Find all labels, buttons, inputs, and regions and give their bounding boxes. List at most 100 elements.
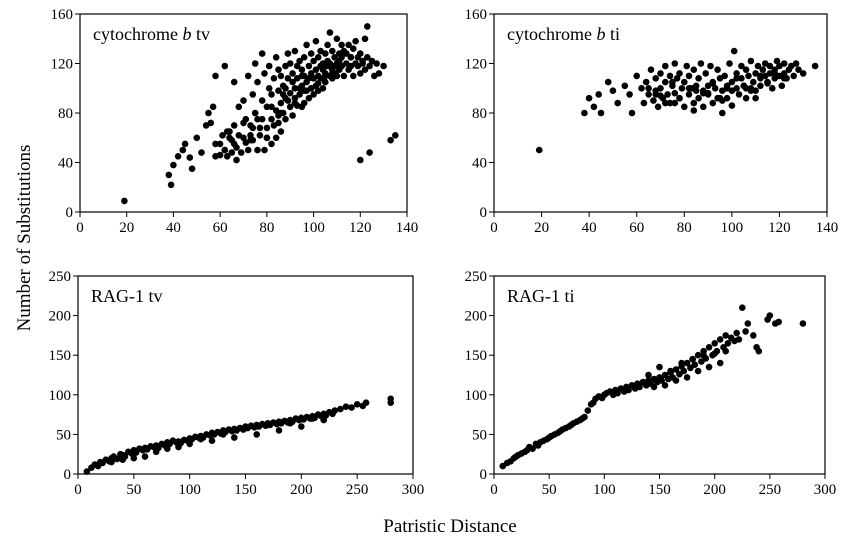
data-point <box>799 320 807 327</box>
data-point <box>212 72 219 80</box>
data-point <box>676 94 683 102</box>
data-point <box>347 54 355 61</box>
data-point <box>268 103 275 111</box>
data-point <box>614 389 621 397</box>
x-tick-label: 100 <box>302 220 325 236</box>
y-tick-label: 0 <box>64 467 72 483</box>
x-tick-label: 300 <box>402 482 425 498</box>
data-point <box>275 66 282 73</box>
data-point <box>298 103 306 111</box>
data-point <box>636 383 643 391</box>
data-point <box>722 347 729 355</box>
scatter-panel-3: 0 50 100 150 200 250 300 0 50 100 150 200 250 RAG-1 t… <box>49 269 425 498</box>
y-tick-label: 0 <box>480 467 488 483</box>
data-point <box>240 119 247 127</box>
data-point <box>676 70 683 77</box>
data-point <box>681 78 688 86</box>
data-point <box>284 75 292 82</box>
data-point <box>705 344 713 351</box>
data-point <box>633 72 640 80</box>
x-tick-label: 60 <box>213 220 228 236</box>
data-point <box>289 112 296 119</box>
data-point <box>744 320 752 327</box>
y-tick-label: 100 <box>49 388 72 404</box>
data-point <box>212 140 219 148</box>
data-point <box>291 47 299 55</box>
data-point <box>265 85 273 92</box>
data-point <box>256 124 264 132</box>
data-point <box>702 70 709 77</box>
data-point <box>254 115 261 123</box>
data-point <box>121 197 128 205</box>
data-point <box>714 66 721 73</box>
data-point <box>226 128 233 135</box>
data-point <box>247 136 254 144</box>
data-point <box>757 72 764 80</box>
data-point <box>657 70 664 77</box>
data-point <box>716 359 724 367</box>
data-point <box>711 340 718 347</box>
data-point <box>268 91 275 98</box>
x-tick-label: 100 <box>721 220 744 236</box>
data-point <box>657 92 664 99</box>
data-point <box>584 407 592 414</box>
data-point <box>529 445 536 453</box>
data-point <box>614 99 621 107</box>
data-point <box>742 85 750 92</box>
data-point <box>314 54 322 61</box>
data-point <box>307 50 315 57</box>
data-point <box>258 50 266 57</box>
y-tick-label: 100 <box>465 388 488 404</box>
data-point <box>672 377 680 384</box>
x-tick-label: 0 <box>76 220 84 236</box>
data-point <box>338 41 345 49</box>
data-point <box>253 431 260 438</box>
data-point <box>694 351 702 359</box>
data-point <box>198 149 205 156</box>
x-tick-label: 50 <box>542 482 557 498</box>
data-point <box>291 85 299 92</box>
data-point <box>671 99 679 107</box>
data-point <box>724 340 732 347</box>
y-tick-label: 0 <box>66 205 74 221</box>
data-point <box>752 87 759 94</box>
data-point <box>221 62 229 70</box>
data-point <box>645 85 652 92</box>
data-point <box>205 109 212 117</box>
data-point <box>642 78 650 86</box>
y-tick-label: 150 <box>465 348 488 364</box>
data-point <box>628 109 636 117</box>
data-point <box>733 329 740 337</box>
data-point <box>683 359 691 367</box>
data-point <box>722 332 729 339</box>
data-point <box>392 132 399 139</box>
data-point <box>320 416 328 424</box>
data-point <box>261 70 268 77</box>
data-point <box>244 72 252 80</box>
data-point <box>361 66 369 73</box>
data-point <box>590 103 598 111</box>
data-point <box>735 336 743 343</box>
data-point <box>719 109 726 117</box>
data-point <box>366 149 373 156</box>
data-point <box>338 62 345 70</box>
data-point <box>662 78 669 86</box>
data-point <box>799 70 807 77</box>
data-point <box>310 91 317 98</box>
data-point <box>742 66 750 73</box>
data-point <box>373 60 380 67</box>
data-point <box>723 85 731 92</box>
data-point <box>769 85 776 92</box>
data-point <box>387 136 394 144</box>
data-point <box>307 70 315 77</box>
data-point <box>305 75 313 82</box>
data-point <box>773 57 781 65</box>
data-point <box>244 146 252 154</box>
data-point <box>256 132 264 139</box>
data-point <box>375 70 383 77</box>
data-point <box>585 94 593 102</box>
data-point <box>719 97 726 104</box>
data-point <box>811 62 819 70</box>
scatter-panel-1: 0 20 40 60 80 100 120 140 0 40 80 120 160 cytochrome … <box>51 7 419 236</box>
data-point <box>263 134 271 142</box>
